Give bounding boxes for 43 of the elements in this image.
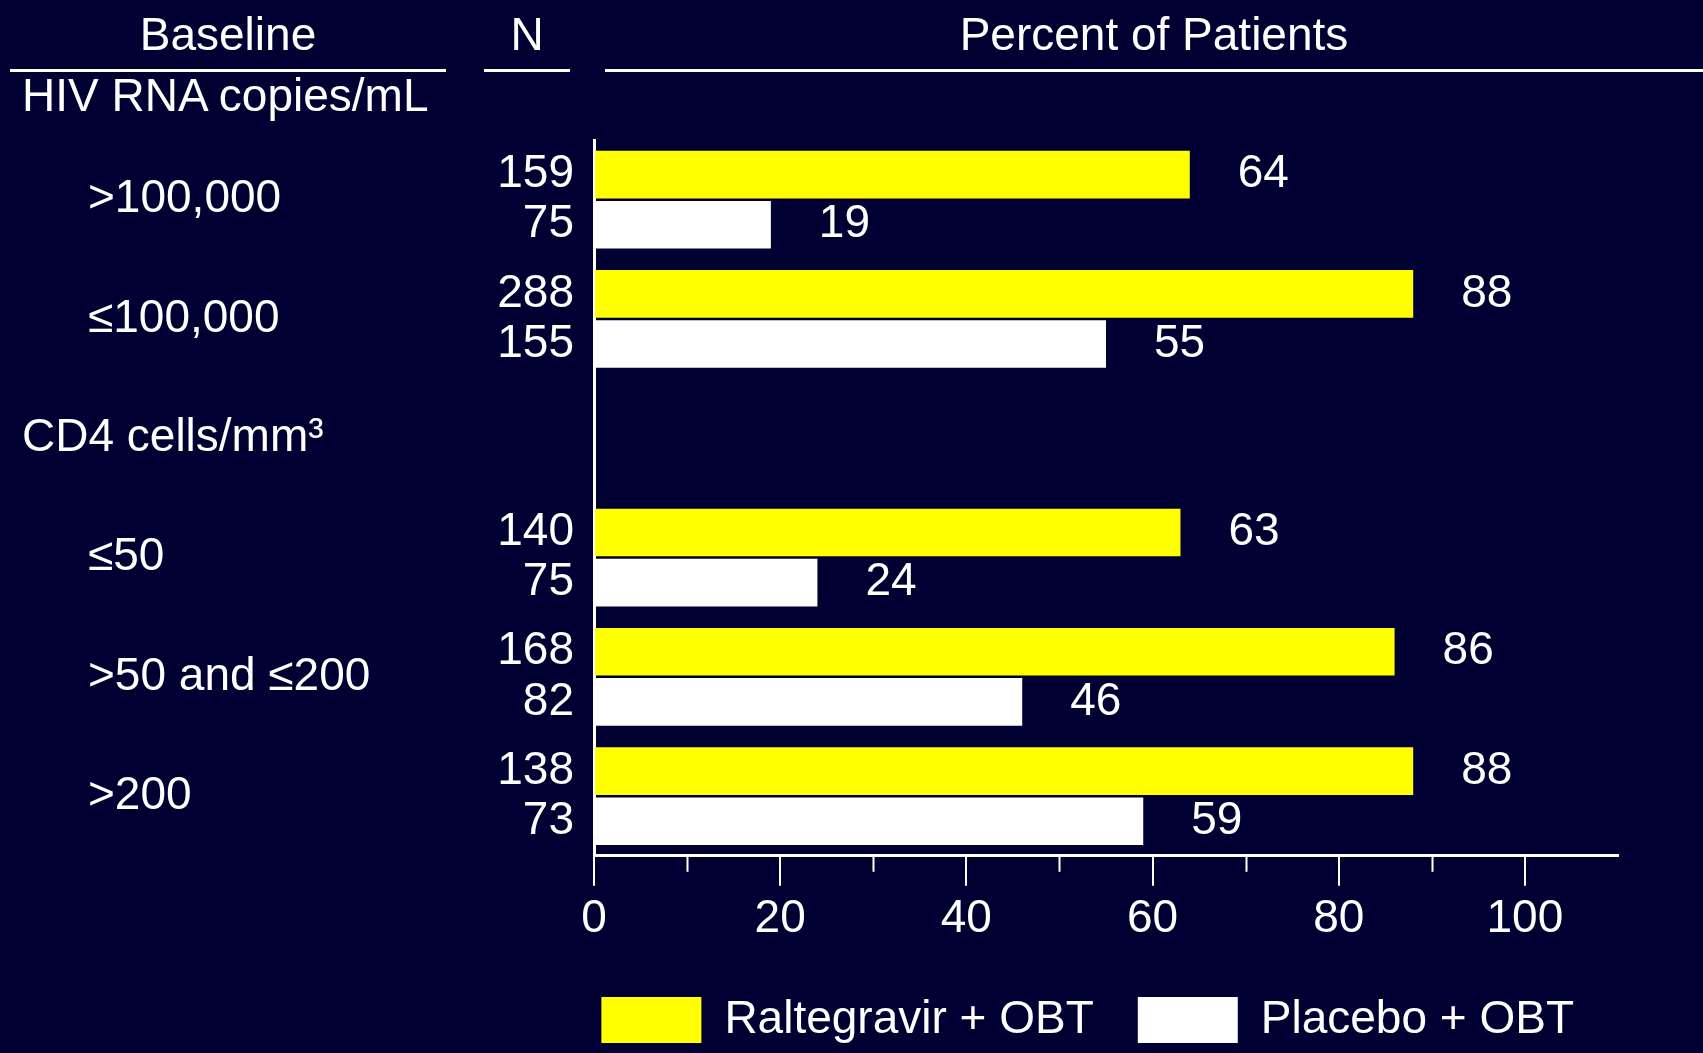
x-axis-title: Percent of Patients: [958, 7, 1350, 62]
x-tick-label: 80: [1313, 890, 1365, 943]
data-label: 55: [1154, 314, 1206, 367]
data-label: 63: [1228, 503, 1280, 556]
bar: [595, 628, 1395, 676]
legend-label: Raltegravir + OBT: [724, 990, 1094, 1043]
text: 75: [522, 553, 574, 606]
text: 140: [497, 503, 574, 556]
bar: [595, 270, 1414, 318]
bar: [595, 150, 1190, 199]
bar: [595, 508, 1181, 557]
text: 288: [497, 264, 574, 317]
y-tick-label: >50 and ≤200: [88, 647, 371, 700]
text: 82: [522, 672, 574, 725]
data-label: 59: [1191, 791, 1243, 844]
data-label: 88: [1461, 264, 1513, 317]
y-tick-label: >200: [88, 766, 192, 819]
y-tick-label: >100,000: [88, 170, 282, 223]
y-tick-label: ≤50: [88, 528, 165, 581]
y-tick-label: ≤100,000: [88, 289, 280, 342]
text: 138: [497, 741, 574, 794]
data-label: 24: [865, 553, 917, 606]
text: CD4 cells/mm³: [22, 408, 324, 463]
y-axis-title: Baseline: [138, 7, 318, 62]
data-label: 46: [1070, 672, 1122, 725]
text: N: [509, 7, 545, 62]
data-label: 64: [1237, 145, 1289, 198]
data-label: 88: [1461, 741, 1513, 794]
x-tick-label: 40: [940, 890, 992, 943]
text: 73: [522, 791, 574, 844]
text: 159: [497, 145, 574, 198]
text: 75: [522, 195, 574, 248]
text: 168: [497, 622, 574, 675]
text: HIV RNA copies/mL: [22, 68, 429, 122]
legend-label: Placebo + OBT: [1260, 990, 1574, 1043]
data-label: 19: [818, 195, 871, 248]
bar: [595, 747, 1414, 795]
text: 155: [497, 314, 574, 367]
x-tick-label: 100: [1486, 890, 1564, 943]
data-label: 86: [1442, 622, 1494, 675]
x-tick-label: 0: [581, 890, 607, 943]
x-tick-label: 20: [754, 890, 806, 943]
x-tick-label: 60: [1126, 890, 1179, 943]
